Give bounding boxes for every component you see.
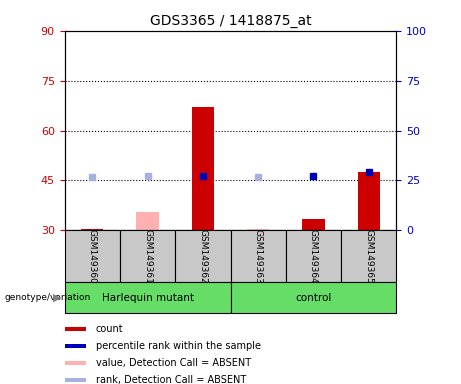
Bar [81,229,103,230]
Bar [341,230,396,282]
Title: GDS3365 / 1418875_at: GDS3365 / 1418875_at [150,14,311,28]
Text: GSM149363: GSM149363 [254,229,263,284]
Bar [230,282,396,313]
Bar [302,219,325,230]
Text: percentile rank within the sample: percentile rank within the sample [95,341,260,351]
Bar [175,230,230,282]
Text: genotype/variation: genotype/variation [5,293,91,302]
Bar [65,344,86,348]
Text: GSM149362: GSM149362 [198,229,207,284]
Text: value, Detection Call = ABSENT: value, Detection Call = ABSENT [95,358,251,368]
Bar [247,229,269,230]
Text: control: control [296,293,331,303]
Text: GSM149365: GSM149365 [364,229,373,284]
Bar [65,230,120,282]
Bar [358,172,380,230]
Bar [286,230,341,282]
Bar [136,212,159,230]
Text: GSM149361: GSM149361 [143,229,152,284]
Bar [65,361,86,365]
Bar [65,327,86,331]
Bar [192,107,214,230]
Text: Harlequin mutant: Harlequin mutant [101,293,194,303]
Bar [230,230,286,282]
Bar [65,377,86,382]
Text: rank, Detection Call = ABSENT: rank, Detection Call = ABSENT [95,375,246,384]
Text: GSM149360: GSM149360 [88,229,97,284]
Bar [120,230,175,282]
Text: count: count [95,324,123,334]
Text: GSM149364: GSM149364 [309,229,318,284]
Text: ▶: ▶ [53,293,61,303]
Bar [65,282,230,313]
